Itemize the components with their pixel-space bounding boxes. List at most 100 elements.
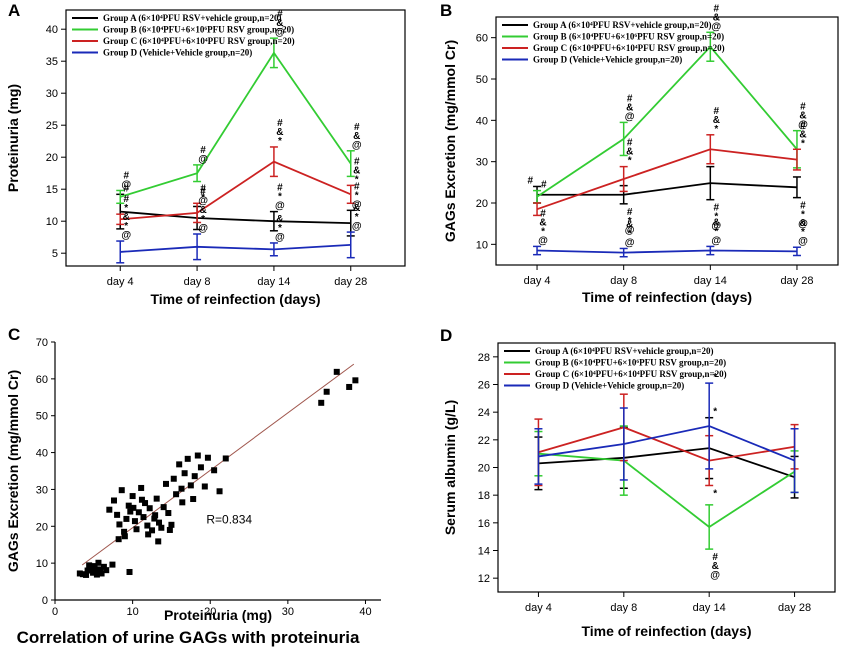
scatter-point: [165, 510, 172, 517]
panel-label: A: [8, 1, 20, 20]
legend-entry: Group C (6×10⁴PFU+6×10⁴PFU RSV group,n=2…: [535, 369, 727, 379]
legend-entry: Group B (6×10⁴PFU+6×10⁶PFU RSV group,n=2…: [535, 358, 726, 368]
scatter-point: [149, 527, 156, 534]
scatter-point: [144, 522, 151, 529]
scatter-point: [135, 509, 142, 516]
legend-entry: Group D (Vehicle+Vehicle group,n=20): [103, 48, 252, 58]
scatter-point: [176, 461, 183, 468]
x-tick-label: day 14: [694, 275, 727, 287]
legend-entry: Group D (Vehicle+Vehicle group,n=20): [535, 381, 684, 391]
significance-mark: &: [199, 205, 206, 216]
y-tick-label: 15: [46, 184, 58, 196]
significance-mark: *: [714, 226, 718, 237]
significance-mark: @: [198, 154, 208, 165]
y-axis-title: GAGs Excretion (mg/mmol Cr): [5, 370, 21, 572]
chart-title: Correlation of urine GAGs with proteinur…: [17, 628, 360, 647]
series-line-d: [120, 243, 351, 253]
scatter-point: [109, 561, 116, 568]
y-tick-label: 30: [476, 157, 488, 169]
y-tick-label: 50: [36, 411, 48, 423]
y-tick-label: 5: [52, 248, 58, 260]
significance-mark: *: [801, 210, 805, 221]
x-tick-label: 0: [52, 606, 58, 618]
scatter-point: [140, 514, 147, 521]
significance-mark: #: [277, 183, 283, 194]
significance-mark: #: [123, 194, 129, 205]
significance-mark: #: [277, 9, 283, 20]
significance-mark: #: [123, 183, 129, 194]
significance-mark: *: [278, 136, 282, 147]
x-tick-label: day 28: [334, 276, 367, 288]
significance-mark: &: [713, 12, 720, 23]
scatter-point: [190, 496, 197, 503]
y-tick-label: 25: [46, 120, 58, 132]
significance-mark: &: [626, 102, 633, 113]
significance-mark: @: [798, 120, 808, 131]
y-tick-label: 0: [42, 595, 48, 607]
significance-mark: *: [355, 174, 359, 185]
y-tick-label: 12: [478, 573, 490, 585]
scatter-point: [110, 497, 117, 504]
significance-mark: @: [275, 232, 285, 243]
significance-mark: *: [201, 192, 205, 203]
scatter-point: [156, 519, 163, 526]
significance-mark: &: [353, 165, 360, 176]
significance-mark: @: [711, 235, 721, 246]
scatter-point: [162, 480, 169, 487]
scatter-point: [323, 388, 330, 395]
scatter-point: [151, 515, 158, 522]
x-tick-label: 30: [282, 606, 294, 618]
series-line-b: [536, 45, 798, 198]
y-tick-label: 20: [36, 521, 48, 533]
y-tick-label: 10: [36, 558, 48, 570]
significance-mark: &: [712, 561, 719, 572]
significance-mark: #: [712, 552, 718, 563]
panel-label: B: [440, 1, 452, 20]
significance-mark: @: [710, 570, 720, 581]
significance-mark: #: [540, 208, 546, 219]
scatter-point: [191, 473, 198, 480]
scatter-point: [160, 504, 167, 511]
scatter-point: [130, 504, 137, 511]
panel-label: C: [8, 325, 20, 344]
significance-mark: &: [799, 129, 806, 140]
significance-mark: *: [628, 156, 632, 167]
significance-mark: #: [800, 120, 806, 131]
y-tick-label: 40: [36, 448, 48, 460]
significance-mark: *: [541, 226, 545, 237]
series-line-a: [538, 447, 795, 479]
scatter-point: [97, 566, 104, 573]
scatter-point: [197, 464, 204, 471]
scatter-point: [216, 488, 223, 495]
scatter-point: [146, 505, 153, 512]
scatter-point: [83, 571, 90, 578]
scatter-point: [142, 500, 149, 507]
legend-entry: Group A (6×10⁴PFU RSV+vehicle group,n=20…: [103, 13, 282, 23]
legend-entry: Group B (6×10⁴PFU+6×10⁶PFU RSV group,n=2…: [533, 32, 724, 42]
scatter-point: [352, 377, 359, 384]
significance-mark: &: [276, 18, 283, 29]
x-tick-label: 10: [126, 606, 138, 618]
significance-mark: #: [714, 203, 720, 214]
scatter-point: [158, 524, 165, 531]
scatter-point: [145, 531, 152, 538]
scatter-point: [170, 475, 177, 482]
panel-d: 12 14 16 18 20 22 24 26 28 day 4 day 8 day 14 day 28…: [440, 326, 836, 639]
significance-mark: *: [713, 372, 717, 383]
scatter-point: [121, 533, 128, 540]
significance-mark: #: [627, 207, 633, 218]
x-tick-label: day 8: [610, 275, 637, 287]
series-line-b: [538, 452, 796, 529]
legend-entry: Group C (6×10⁴PFU+6×10⁴PFU RSV group,n=2…: [103, 36, 295, 46]
series-line-a: [537, 182, 798, 196]
panel-a: 5 10 15 20 25 30 35 40 day 4 day 8 day 14 day 28 Tim…: [5, 1, 406, 307]
scatter-point: [90, 569, 97, 576]
significance-mark: &: [713, 115, 720, 126]
significance-mark: *: [278, 192, 282, 203]
significance-mark: @: [275, 201, 285, 212]
legend-entry: Group C (6×10⁴PFU+6×10⁴PFU RSV group,n=2…: [533, 43, 725, 53]
scatter-point: [152, 512, 159, 519]
y-tick-label: 30: [46, 88, 58, 100]
scatter-point: [84, 567, 91, 574]
significance-mark: *: [713, 488, 717, 499]
